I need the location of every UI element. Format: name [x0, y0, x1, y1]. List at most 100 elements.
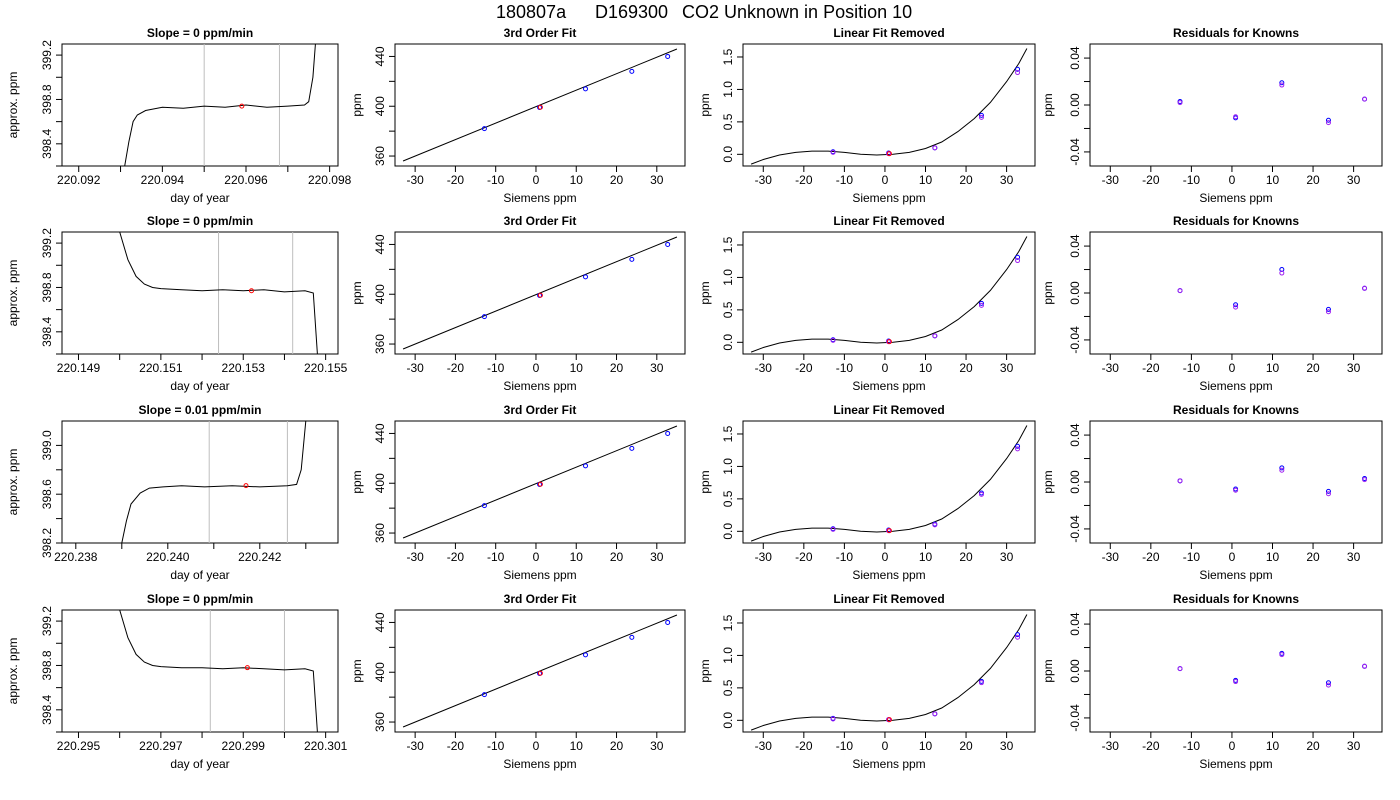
panel-title: 3rd Order Fit [504, 214, 577, 228]
x-tick-label: 0 [533, 739, 540, 753]
x-tick-label: 220.295 [57, 739, 101, 753]
x-tick-label: 30 [650, 550, 664, 564]
x-tick-label: 30 [650, 739, 664, 753]
panel-data [1177, 80, 1368, 126]
y-axis-label: ppm [350, 93, 364, 116]
y-axis-label: approx. ppm [6, 260, 20, 327]
residual-point [1279, 467, 1285, 473]
panel-r3-linear-removed: Linear Fit Removed -30 -20 -10 0 10 20 30 0.0 0.5… [698, 403, 1036, 582]
x-tick-label: -10 [1183, 361, 1201, 375]
plot-frame [742, 231, 1036, 355]
unknown-point [886, 528, 892, 534]
panel-data [750, 48, 1028, 165]
y-tick-label: 1.0 [721, 269, 735, 286]
y-tick-label: 1.5 [721, 425, 735, 442]
residual-curve [750, 614, 1028, 731]
plot-frame [1089, 609, 1383, 733]
x-tick-label: 0 [533, 361, 540, 375]
known-point [583, 86, 589, 92]
plot-frame [1089, 43, 1383, 167]
x-tick-label: -30 [755, 550, 773, 564]
residual-point [1177, 288, 1183, 294]
unknown-marker [248, 288, 254, 294]
x-tick-label: -10 [1183, 739, 1201, 753]
x-tick-label: -10 [487, 361, 505, 375]
known-point [583, 652, 589, 658]
residual-point [1233, 487, 1239, 493]
panel-title: Linear Fit Removed [833, 26, 944, 40]
x-tick-label: -30 [755, 739, 773, 753]
x-tick-label: 220.155 [304, 361, 348, 375]
x-tick-label: 10 [919, 361, 933, 375]
plot-frame [742, 609, 1036, 733]
panel-r2-residuals: Residuals for Knowns -30 -20 -10 0 10 20 30 -0.0… [1041, 214, 1383, 393]
x-tick-label: -30 [406, 361, 424, 375]
residual-point [1279, 270, 1285, 276]
x-tick-label: -20 [447, 361, 465, 375]
x-tick-label: 10 [1266, 739, 1280, 753]
residual-point [1325, 680, 1331, 686]
x-tick-label: 30 [650, 361, 664, 375]
x-tick-label: 0 [533, 173, 540, 187]
y-tick-label: 440 [373, 423, 387, 443]
known-point [1015, 632, 1021, 638]
unknown-point [537, 292, 543, 298]
x-tick-label: 0 [882, 739, 889, 753]
plot-frame [394, 231, 686, 355]
y-axis-label: ppm [350, 659, 364, 682]
y-tick-label: 399.2 [40, 228, 54, 258]
x-tick-label: 0 [882, 361, 889, 375]
known-point [1015, 258, 1021, 264]
panel-r4-linear-removed: Linear Fit Removed -30 -20 -10 0 10 20 30 0.0 0.5… [698, 592, 1036, 771]
x-axis-label: day of year [170, 379, 229, 393]
x-tick-label: -30 [406, 739, 424, 753]
residual-point [1279, 652, 1285, 658]
unknown-point [886, 717, 892, 723]
panel-r2-time-trace: Slope = 0 ppm/min 220.149 220.151 220.153 22… [6, 214, 348, 393]
y-tick-label: 0.5 [721, 113, 735, 130]
x-tick-label: -10 [836, 739, 854, 753]
x-tick-label: 10 [919, 173, 933, 187]
x-axis-label: Siemens ppm [503, 757, 576, 771]
x-tick-label: 0 [1229, 550, 1236, 564]
x-axis-label: Siemens ppm [1199, 191, 1272, 205]
x-tick-label: 0 [1229, 173, 1236, 187]
x-tick-label: 220.153 [222, 361, 266, 375]
x-axis-label: day of year [170, 568, 229, 582]
known-point [481, 503, 487, 509]
known-point [978, 112, 984, 118]
trace-line [119, 610, 318, 732]
x-tick-label: 10 [919, 550, 933, 564]
known-point [1015, 634, 1021, 640]
y-tick-label: 0.0 [721, 712, 735, 729]
known-point [665, 241, 671, 247]
panel-r1-time-trace: Slope = 0 ppm/min 220.092 220.094 220.096 22… [6, 26, 352, 205]
x-axis-label: Siemens ppm [852, 191, 925, 205]
known-point [1015, 443, 1021, 449]
y-tick-label: 400 [373, 662, 387, 682]
unknown-point [886, 151, 892, 157]
known-point [629, 256, 635, 262]
y-tick-label: 360 [373, 334, 387, 354]
x-tick-label: 220.301 [304, 739, 348, 753]
known-point [629, 634, 635, 640]
panel-title: Slope = 0 ppm/min [147, 592, 253, 606]
panel-r1-residuals: Residuals for Knowns -30 -20 -10 0 10 20 30 -0.0… [1041, 26, 1383, 205]
known-point [978, 300, 984, 306]
y-tick-label: -0.04 [1068, 138, 1082, 166]
x-tick-label: 20 [959, 550, 973, 564]
x-axis-label: Siemens ppm [852, 568, 925, 582]
plot-frame [742, 420, 1036, 544]
x-tick-label: -30 [755, 173, 773, 187]
y-tick-label: 0.0 [721, 146, 735, 163]
panel-data [1177, 465, 1368, 497]
x-tick-label: 30 [1347, 173, 1361, 187]
residual-point [1325, 491, 1331, 497]
y-tick-label: 398.8 [40, 650, 54, 680]
unknown-point [537, 481, 543, 487]
residual-point [1233, 114, 1239, 120]
y-axis-label: ppm [1041, 93, 1055, 116]
residual-point [1325, 682, 1331, 688]
residual-curve [750, 425, 1028, 542]
x-axis-label: Siemens ppm [503, 191, 576, 205]
